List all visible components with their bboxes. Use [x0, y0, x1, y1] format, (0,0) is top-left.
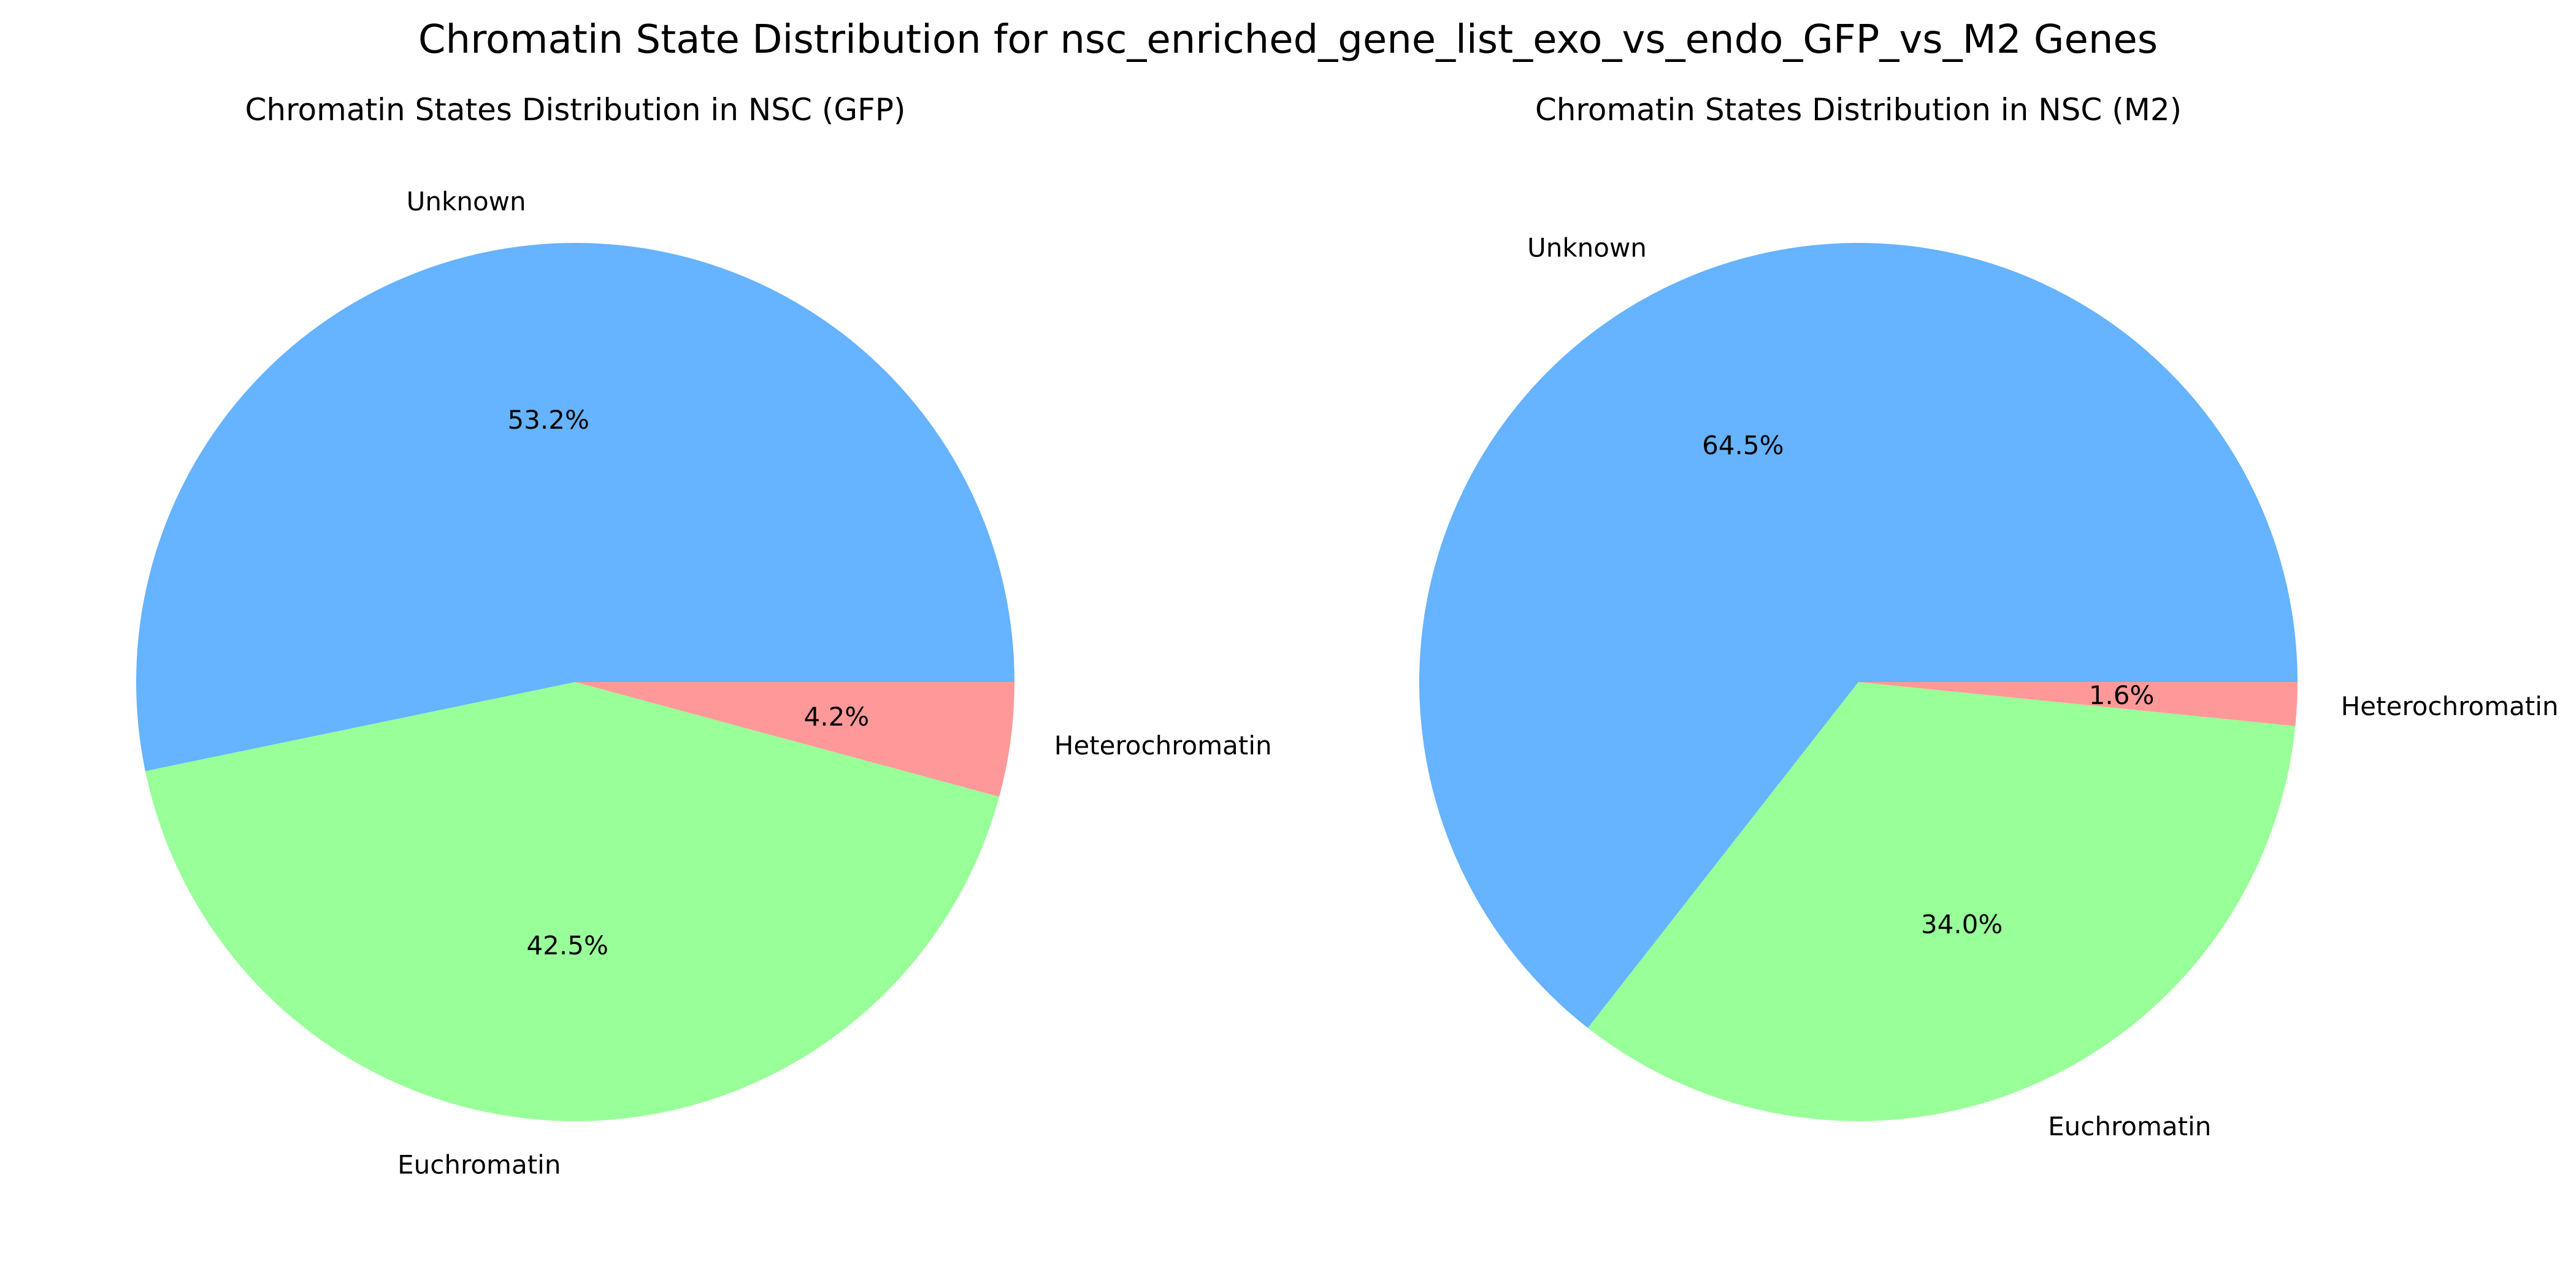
pie-chart-gfp-percent-heterochromatin: 4.2%: [804, 702, 870, 732]
pie-chart-gfp-percent-euchromatin: 42.5%: [526, 930, 608, 960]
pie-chart-gfp-slice-euchromatin: [145, 682, 1000, 1121]
pie-chart-m2-slice-heterochromatin: [1858, 682, 2298, 726]
pie-chart-m2-percent-unknown: 64.5%: [1702, 430, 1784, 460]
pie-chart-m2-slice-euchromatin: [1587, 682, 2296, 1121]
pie-chart-gfp-percent-unknown: 53.2%: [507, 405, 589, 435]
pie-chart-m2-percent-euchromatin: 34.0%: [1921, 910, 2003, 940]
pie-chart-gfp-label-euchromatin: Euchromatin: [397, 1150, 561, 1180]
pie-chart-m2-label-euchromatin: Euchromatin: [2048, 1111, 2211, 1141]
pie-chart-m2-title: Chromatin States Distribution in NSC (M2…: [1535, 92, 2182, 128]
pie-chart-m2-percent-heterochromatin: 1.6%: [2089, 680, 2155, 710]
pie-chart-gfp-label-unknown: Unknown: [407, 186, 526, 217]
pie-chart-m2-slices: [1419, 242, 2298, 1121]
figure-title: Chromatin State Distribution for nsc_enr…: [418, 17, 2158, 63]
pie-chart-gfp-label-heterochromatin: Heterochromatin: [1054, 730, 1272, 761]
pie-chart-gfp: Chromatin States Distribution in NSC (GF…: [136, 92, 1272, 1180]
pie-chart-gfp-title: Chromatin States Distribution in NSC (GF…: [245, 92, 905, 128]
pie-chart-m2-label-unknown: Unknown: [1527, 233, 1647, 263]
pie-chart-gfp-slices: [136, 242, 1015, 1121]
pie-chart-m2-labels: 64.5% Unknown 34.0% Euchromatin 1.6% Heteroch…: [1527, 233, 2559, 1141]
pie-chart-gfp-slice-unknown: [136, 242, 1015, 772]
pie-chart-m2: Chromatin States Distribution in NSC (M2…: [1419, 92, 2559, 1141]
pie-chart-gfp-labels: 53.2% Unknown 42.5% Euchromatin 4.2% Heteroch…: [397, 186, 1272, 1180]
pie-chart-m2-slice-unknown: [1419, 242, 2298, 1028]
pie-chart-gfp-slice-heterochromatin: [575, 682, 1014, 797]
pie-chart-m2-label-heterochromatin: Heterochromatin: [2341, 691, 2559, 721]
